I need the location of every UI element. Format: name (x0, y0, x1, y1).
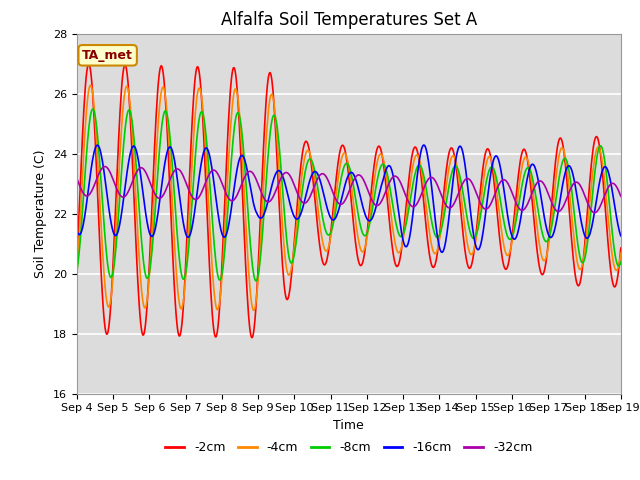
Title: Alfalfa Soil Temperatures Set A: Alfalfa Soil Temperatures Set A (221, 11, 477, 29)
X-axis label: Time: Time (333, 419, 364, 432)
Text: TA_met: TA_met (82, 49, 133, 62)
Y-axis label: Soil Temperature (C): Soil Temperature (C) (35, 149, 47, 278)
Legend: -2cm, -4cm, -8cm, -16cm, -32cm: -2cm, -4cm, -8cm, -16cm, -32cm (160, 436, 538, 459)
